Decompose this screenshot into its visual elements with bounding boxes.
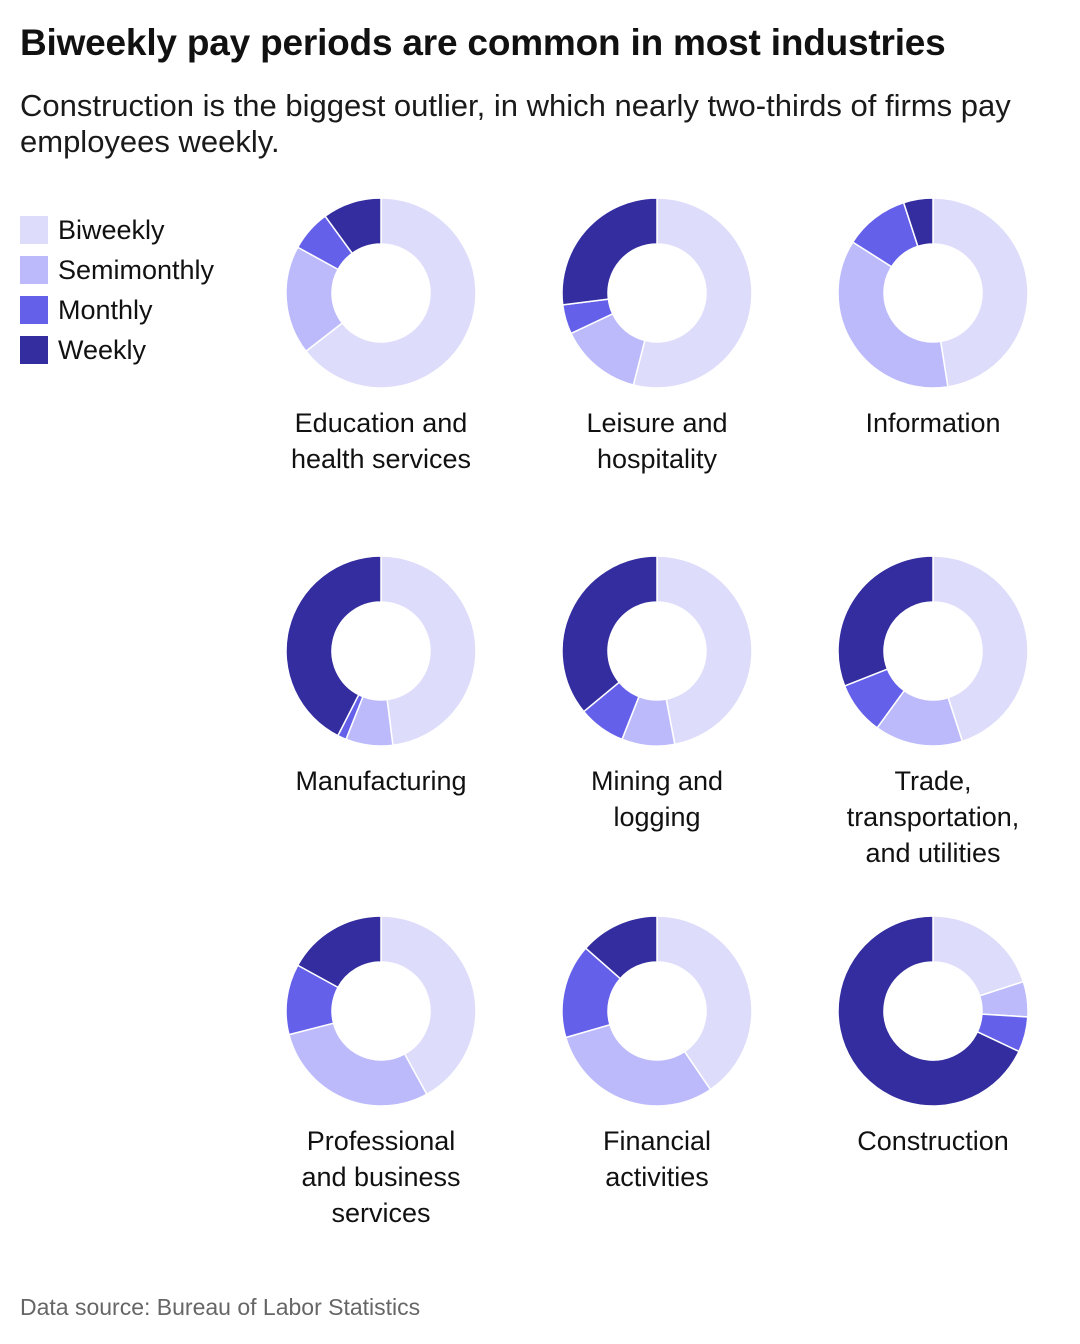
slice-financial-activities-semimonthly [565,1023,712,1107]
industry-label-line: hospitality [596,444,718,474]
slice-information-weekly [902,197,934,248]
industry-label-line: Leisure and [586,408,728,438]
industry-label-line: activities [605,1162,709,1192]
donut-panel-professional-and-business-services: Professional and business services [261,913,501,1253]
slice-trade-transportation-and-utilities-semimonthly [876,689,964,747]
slice-professional-and-business-services-monthly [285,964,339,1036]
industry-label-line: logging [613,802,701,832]
industry-label-construction: Construction [813,1123,1053,1159]
legend-item-semimonthly: Semimonthly [20,250,214,290]
slice-manufacturing-semimonthly [345,695,394,747]
slice-mining-and-logging-weekly [561,555,658,713]
donut-grid: Education and health services Leisure and h… [261,195,1053,1253]
donut-panel-education-and-health-services: Education and health services [261,195,501,535]
slice-construction-biweekly [932,915,1025,997]
legend-item-biweekly: Biweekly [20,210,214,250]
slice-information-semimonthly [837,241,949,389]
legend-label-semimonthly: Semimonthly [58,254,215,285]
chart-title: Biweekly pay periods are common in most … [20,22,946,63]
industry-label-line: Professional [306,1126,456,1156]
slice-construction-weekly [837,915,1020,1107]
donut-mining-and-logging [561,555,753,747]
slice-professional-and-business-services-weekly [297,915,382,989]
industry-label-line: transportation, [846,802,1020,832]
donut-panel-leisure-and-hospitality: Leisure and hospitality [537,195,777,535]
donut-panel-manufacturing: Manufacturing [261,553,501,893]
slice-construction-monthly [976,1013,1029,1053]
data-source-note: Data source: Bureau of Labor Statistics [20,1294,421,1320]
slice-education-and-health-services-biweekly [305,197,477,389]
slice-manufacturing-monthly [337,693,364,741]
donut-information [837,197,1029,389]
industry-label-professional-and-business-services: Professional and business services [261,1123,501,1231]
slice-financial-activities-monthly [561,947,621,1039]
industry-label-leisure-and-hospitality: Leisure and hospitality [537,405,777,477]
slice-leisure-and-hospitality-semimonthly [570,313,646,386]
donut-panel-construction: Construction [813,913,1053,1253]
legend-swatch-monthly [20,296,48,324]
industry-label-line: and utilities [865,838,1001,868]
industry-label-manufacturing: Manufacturing [261,763,501,799]
industry-label-line: and business [301,1162,461,1192]
industry-label-line: Information [865,408,1001,438]
slice-trade-transportation-and-utilities-monthly [843,668,905,729]
legend-swatch-weekly [20,336,48,364]
slice-education-and-health-services-weekly [324,197,382,255]
industry-label-line: Mining and [590,766,724,796]
slice-mining-and-logging-semimonthly [621,695,676,747]
industry-label-line: Trade, [894,766,972,796]
donut-panel-trade-transportation-and-utilities: Trade, transportation, and utilities [813,553,1053,893]
slice-education-and-health-services-semimonthly [285,246,344,352]
legend-swatch-semimonthly [20,256,48,284]
donut-panel-mining-and-logging: Mining and logging [537,553,777,893]
industry-label-mining-and-logging: Mining and logging [537,763,777,835]
slice-mining-and-logging-monthly [583,681,640,741]
slice-leisure-and-hospitality-biweekly [632,197,753,389]
donut-panel-financial-activities: Financial activities [537,913,777,1253]
industry-label-line: health services [290,444,472,474]
donut-construction [837,915,1029,1107]
legend-label-weekly: Weekly [58,334,147,365]
legend-item-monthly: Monthly [20,290,214,330]
legend: Biweekly Semimonthly Monthly Weekly [20,210,214,370]
donut-education-and-health-services [285,197,477,389]
slice-leisure-and-hospitality-monthly [562,298,614,335]
donut-professional-and-business-services [285,915,477,1107]
donut-trade-transportation-and-utilities [837,555,1029,747]
slice-trade-transportation-and-utilities-biweekly [932,555,1029,743]
industry-label-education-and-health-services: Education and health services [261,405,501,477]
slice-mining-and-logging-biweekly [656,555,753,746]
industry-label-trade-transportation-and-utilities: Trade, transportation, and utilities [813,763,1053,871]
industry-label-line: Financial [602,1126,712,1156]
legend-label-biweekly: Biweekly [58,214,165,245]
slice-information-biweekly [932,197,1029,388]
legend-swatch-biweekly [20,216,48,244]
slice-professional-and-business-services-semimonthly [288,1022,428,1107]
slice-information-monthly [852,201,919,268]
legend-label-monthly: Monthly [58,294,153,325]
industry-label-line: Construction [857,1126,1009,1156]
slice-construction-semimonthly [978,980,1029,1018]
industry-label-information: Information [813,405,1053,441]
legend-item-weekly: Weekly [20,330,214,370]
industry-label-line: Manufacturing [295,766,467,796]
slice-leisure-and-hospitality-weekly [561,197,658,306]
industry-label-financial-activities: Financial activities [537,1123,777,1195]
donut-manufacturing [285,555,477,747]
slice-professional-and-business-services-biweekly [380,915,477,1095]
donut-leisure-and-hospitality [561,197,753,389]
donut-financial-activities [561,915,753,1107]
slice-financial-activities-biweekly [656,915,753,1091]
industry-label-line: Education and [294,408,468,438]
donut-panel-information: Information [813,195,1053,535]
slice-manufacturing-weekly [285,555,382,737]
industry-label-line: services [331,1198,431,1228]
chart-subtitle: Construction is the biggest outlier, in … [20,88,1011,159]
slice-education-and-health-services-monthly [297,215,353,271]
slice-financial-activities-weekly [584,915,658,980]
slice-trade-transportation-and-utilities-weekly [837,555,934,687]
slice-manufacturing-biweekly [380,555,477,746]
